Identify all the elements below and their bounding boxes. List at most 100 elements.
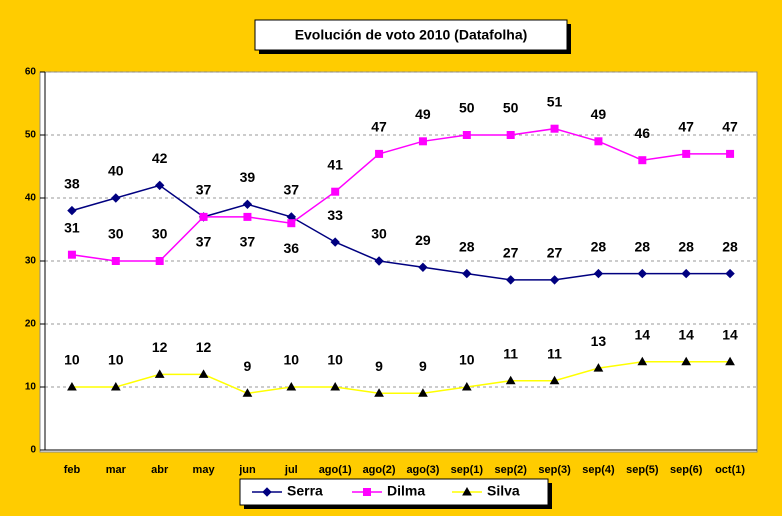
data-label: 49 (415, 106, 431, 122)
y-tick-label: 20 (25, 319, 37, 330)
data-label: 33 (327, 207, 343, 223)
marker (637, 268, 648, 279)
data-label: 27 (503, 245, 519, 261)
data-label: 10 (284, 352, 300, 368)
legend-label: Silva (487, 483, 520, 499)
y-tick-label: 30 (25, 256, 37, 267)
data-label: 9 (419, 358, 427, 374)
marker (374, 256, 384, 266)
data-label: 9 (244, 358, 252, 374)
data-label: 50 (503, 100, 519, 116)
marker (155, 257, 164, 265)
x-tick-label: jul (284, 464, 298, 476)
marker (330, 237, 340, 247)
chart-title: Evolución de voto 2010 (Datafolha) (295, 27, 528, 43)
data-label: 28 (722, 238, 738, 254)
x-tick-label: ago(2) (363, 464, 396, 476)
x-tick-label: sep(3) (538, 464, 571, 476)
data-label: 10 (64, 352, 80, 368)
marker (242, 388, 253, 397)
marker (110, 381, 121, 391)
legend (239, 478, 549, 506)
x-tick-label: sep(2) (494, 464, 527, 476)
series-line (71, 127, 731, 262)
data-label: 37 (284, 182, 300, 198)
data-label: 12 (152, 339, 168, 355)
marker (198, 369, 209, 378)
y-tick-label: 0 (30, 445, 36, 456)
data-label: 10 (108, 352, 124, 368)
data-label: 37 (196, 234, 212, 250)
x-tick-label: oct(1) (715, 464, 745, 476)
marker (638, 156, 647, 165)
marker (67, 205, 77, 216)
data-label: 28 (635, 238, 651, 254)
x-tick-label: sep(5) (626, 464, 659, 476)
marker (111, 193, 121, 203)
legend-label: Serra (287, 483, 323, 499)
data-label: 11 (503, 345, 518, 361)
data-label: 10 (459, 352, 475, 368)
legend-label: Dilma (387, 483, 425, 499)
marker (725, 356, 735, 366)
marker (67, 381, 77, 391)
data-label: 30 (152, 226, 168, 242)
data-label: 28 (459, 238, 475, 254)
data-label: 51 (547, 93, 563, 109)
y-tick-label: 40 (25, 193, 37, 204)
data-label: 30 (371, 226, 387, 242)
y-tick-label: 50 (25, 130, 37, 141)
marker (375, 149, 384, 158)
data-label: 49 (591, 106, 607, 122)
marker (506, 131, 515, 139)
marker (725, 268, 735, 279)
marker (726, 149, 735, 158)
x-tick-label: jun (238, 464, 256, 476)
data-label: 42 (152, 150, 168, 166)
marker (462, 131, 471, 139)
marker (330, 381, 341, 391)
x-tick-label: ago(1) (319, 464, 352, 476)
x-tick-label: sep(1) (451, 464, 484, 476)
marker (154, 180, 165, 191)
marker (418, 137, 427, 146)
data-label: 38 (64, 175, 80, 191)
data-label: 14 (678, 327, 694, 343)
data-label: 14 (635, 327, 651, 343)
data-label: 39 (240, 169, 256, 185)
data-label: 28 (591, 238, 607, 254)
marker (681, 268, 691, 279)
marker (549, 375, 560, 385)
title-box (254, 19, 568, 51)
marker (287, 219, 296, 228)
marker (363, 488, 371, 496)
marker (593, 363, 604, 372)
data-label: 40 (108, 163, 124, 179)
y-tick-label: 10 (25, 382, 37, 393)
marker (242, 199, 253, 210)
marker (154, 369, 165, 378)
data-label: 31 (64, 219, 80, 235)
marker (461, 381, 472, 391)
x-tick-label: feb (64, 464, 81, 476)
marker (418, 388, 428, 397)
x-tick-label: abr (151, 464, 169, 476)
data-label: 41 (327, 156, 343, 172)
x-tick-label: ago(3) (406, 464, 439, 476)
data-label: 37 (240, 234, 256, 250)
data-label: 30 (108, 226, 124, 242)
marker (681, 356, 692, 366)
data-label: 47 (678, 119, 694, 135)
data-label: 12 (196, 339, 212, 355)
marker (462, 486, 472, 496)
marker (418, 262, 428, 273)
data-label: 27 (547, 245, 563, 261)
data-label: 14 (722, 327, 738, 343)
marker (593, 268, 604, 279)
data-label: 50 (459, 100, 475, 116)
marker (594, 137, 603, 146)
marker (549, 275, 560, 285)
marker (111, 257, 120, 265)
data-label: 9 (375, 358, 383, 374)
y-tick-label: 60 (25, 67, 37, 78)
